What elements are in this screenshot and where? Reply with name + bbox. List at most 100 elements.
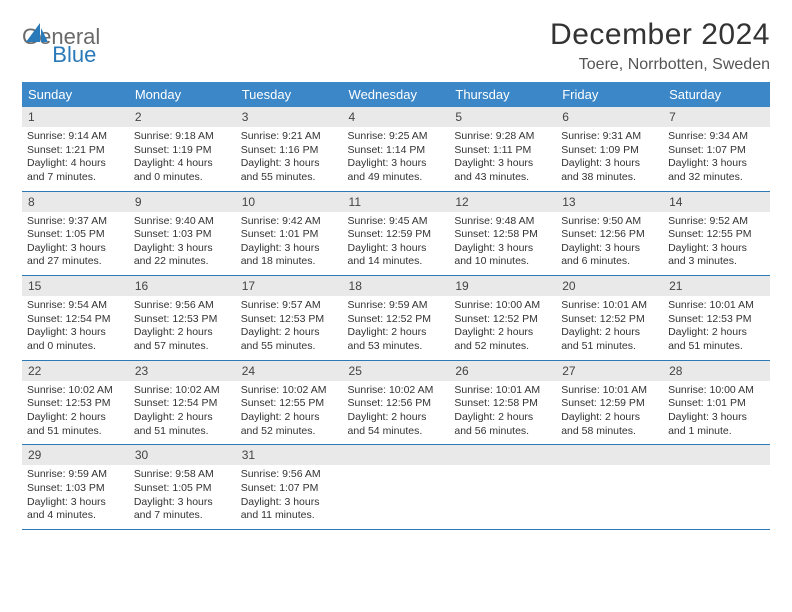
day-info: Sunrise: 9:48 AMSunset: 12:58 PMDaylight… (449, 212, 556, 276)
daylight-text: Daylight: 4 hours and 7 minutes. (27, 157, 124, 184)
day-number: 22 (22, 361, 129, 381)
day-number: 5 (449, 107, 556, 127)
day-info: Sunrise: 10:02 AMSunset: 12:54 PMDayligh… (129, 381, 236, 445)
sunset-text: Sunset: 1:03 PM (134, 228, 231, 242)
sunrise-text: Sunrise: 9:56 AM (134, 299, 231, 313)
calendar-day-cell: 22Sunrise: 10:02 AMSunset: 12:53 PMDayli… (22, 360, 129, 445)
sunset-text: Sunset: 1:19 PM (134, 144, 231, 158)
day-number: 29 (22, 445, 129, 465)
sunset-text: Sunset: 12:54 PM (134, 397, 231, 411)
empty-day-header (343, 445, 450, 465)
weekday-header: Tuesday (236, 82, 343, 107)
daylight-text: Daylight: 3 hours and 14 minutes. (348, 242, 445, 269)
daylight-text: Daylight: 2 hours and 52 minutes. (454, 326, 551, 353)
calendar-week-row: 29Sunrise: 9:59 AMSunset: 1:03 PMDayligh… (22, 445, 770, 530)
calendar-day-cell: 18Sunrise: 9:59 AMSunset: 12:52 PMDaylig… (343, 276, 450, 361)
daylight-text: Daylight: 3 hours and 6 minutes. (561, 242, 658, 269)
day-number: 31 (236, 445, 343, 465)
calendar-day-cell: 16Sunrise: 9:56 AMSunset: 12:53 PMDaylig… (129, 276, 236, 361)
day-info: Sunrise: 9:54 AMSunset: 12:54 PMDaylight… (22, 296, 129, 360)
day-info: Sunrise: 9:56 AMSunset: 12:53 PMDaylight… (129, 296, 236, 360)
sunset-text: Sunset: 1:03 PM (27, 482, 124, 496)
day-number: 23 (129, 361, 236, 381)
weekday-header: Monday (129, 82, 236, 107)
day-number: 27 (556, 361, 663, 381)
sunset-text: Sunset: 12:58 PM (454, 228, 551, 242)
day-info: Sunrise: 10:02 AMSunset: 12:55 PMDayligh… (236, 381, 343, 445)
day-info: Sunrise: 9:56 AMSunset: 1:07 PMDaylight:… (236, 465, 343, 529)
daylight-text: Daylight: 2 hours and 58 minutes. (561, 411, 658, 438)
calendar-table: Sunday Monday Tuesday Wednesday Thursday… (22, 82, 770, 530)
sunset-text: Sunset: 1:05 PM (134, 482, 231, 496)
sunrise-text: Sunrise: 10:01 AM (561, 299, 658, 313)
sunset-text: Sunset: 12:55 PM (668, 228, 765, 242)
sunrise-text: Sunrise: 9:50 AM (561, 215, 658, 229)
day-info: Sunrise: 9:40 AMSunset: 1:03 PMDaylight:… (129, 212, 236, 276)
calendar-day-cell: 3Sunrise: 9:21 AMSunset: 1:16 PMDaylight… (236, 107, 343, 191)
sunrise-text: Sunrise: 9:34 AM (668, 130, 765, 144)
day-info: Sunrise: 9:31 AMSunset: 1:09 PMDaylight:… (556, 127, 663, 191)
day-info: Sunrise: 9:37 AMSunset: 1:05 PMDaylight:… (22, 212, 129, 276)
sunrise-text: Sunrise: 9:18 AM (134, 130, 231, 144)
day-number: 16 (129, 276, 236, 296)
daylight-text: Daylight: 3 hours and 55 minutes. (241, 157, 338, 184)
calendar-day-cell: 17Sunrise: 9:57 AMSunset: 12:53 PMDaylig… (236, 276, 343, 361)
weekday-header: Wednesday (343, 82, 450, 107)
sunset-text: Sunset: 1:21 PM (27, 144, 124, 158)
day-number: 21 (663, 276, 770, 296)
sunset-text: Sunset: 12:56 PM (561, 228, 658, 242)
day-number: 20 (556, 276, 663, 296)
sunrise-text: Sunrise: 10:02 AM (348, 384, 445, 398)
sunrise-text: Sunrise: 9:54 AM (27, 299, 124, 313)
daylight-text: Daylight: 3 hours and 38 minutes. (561, 157, 658, 184)
calendar-day-cell: 2Sunrise: 9:18 AMSunset: 1:19 PMDaylight… (129, 107, 236, 191)
daylight-text: Daylight: 3 hours and 43 minutes. (454, 157, 551, 184)
daylight-text: Daylight: 3 hours and 0 minutes. (27, 326, 124, 353)
day-info: Sunrise: 9:28 AMSunset: 1:11 PMDaylight:… (449, 127, 556, 191)
day-number: 12 (449, 192, 556, 212)
sunrise-text: Sunrise: 10:01 AM (454, 384, 551, 398)
calendar-day-cell: 20Sunrise: 10:01 AMSunset: 12:52 PMDayli… (556, 276, 663, 361)
sunset-text: Sunset: 1:01 PM (668, 397, 765, 411)
daylight-text: Daylight: 3 hours and 10 minutes. (454, 242, 551, 269)
day-number: 24 (236, 361, 343, 381)
daylight-text: Daylight: 2 hours and 55 minutes. (241, 326, 338, 353)
day-info: Sunrise: 10:02 AMSunset: 12:53 PMDayligh… (22, 381, 129, 445)
day-info: Sunrise: 10:00 AMSunset: 1:01 PMDaylight… (663, 381, 770, 445)
day-number: 10 (236, 192, 343, 212)
day-number: 4 (343, 107, 450, 127)
sunrise-text: Sunrise: 10:00 AM (454, 299, 551, 313)
day-info: Sunrise: 9:21 AMSunset: 1:16 PMDaylight:… (236, 127, 343, 191)
day-info: Sunrise: 9:42 AMSunset: 1:01 PMDaylight:… (236, 212, 343, 276)
calendar-day-cell: 30Sunrise: 9:58 AMSunset: 1:05 PMDayligh… (129, 445, 236, 530)
calendar-day-cell: 6Sunrise: 9:31 AMSunset: 1:09 PMDaylight… (556, 107, 663, 191)
daylight-text: Daylight: 3 hours and 7 minutes. (134, 496, 231, 523)
sunset-text: Sunset: 12:52 PM (348, 313, 445, 327)
daylight-text: Daylight: 3 hours and 3 minutes. (668, 242, 765, 269)
calendar-day-cell (343, 445, 450, 530)
daylight-text: Daylight: 3 hours and 1 minute. (668, 411, 765, 438)
daylight-text: Daylight: 3 hours and 49 minutes. (348, 157, 445, 184)
daylight-text: Daylight: 3 hours and 27 minutes. (27, 242, 124, 269)
sunset-text: Sunset: 1:16 PM (241, 144, 338, 158)
calendar-week-row: 22Sunrise: 10:02 AMSunset: 12:53 PMDayli… (22, 360, 770, 445)
daylight-text: Daylight: 2 hours and 54 minutes. (348, 411, 445, 438)
daylight-text: Daylight: 3 hours and 32 minutes. (668, 157, 765, 184)
sunset-text: Sunset: 1:01 PM (241, 228, 338, 242)
title-block: December 2024 Toere, Norrbotten, Sweden (550, 18, 770, 74)
sunset-text: Sunset: 1:05 PM (27, 228, 124, 242)
weekday-header-row: Sunday Monday Tuesday Wednesday Thursday… (22, 82, 770, 107)
calendar-week-row: 15Sunrise: 9:54 AMSunset: 12:54 PMDaylig… (22, 276, 770, 361)
day-info: Sunrise: 9:59 AMSunset: 12:52 PMDaylight… (343, 296, 450, 360)
calendar-day-cell: 11Sunrise: 9:45 AMSunset: 12:59 PMDaylig… (343, 191, 450, 276)
sunrise-text: Sunrise: 9:45 AM (348, 215, 445, 229)
sunset-text: Sunset: 12:52 PM (454, 313, 551, 327)
weekday-header: Saturday (663, 82, 770, 107)
day-number: 8 (22, 192, 129, 212)
calendar-day-cell: 8Sunrise: 9:37 AMSunset: 1:05 PMDaylight… (22, 191, 129, 276)
daylight-text: Daylight: 2 hours and 56 minutes. (454, 411, 551, 438)
calendar-day-cell: 27Sunrise: 10:01 AMSunset: 12:59 PMDayli… (556, 360, 663, 445)
sunrise-text: Sunrise: 9:14 AM (27, 130, 124, 144)
daylight-text: Daylight: 3 hours and 11 minutes. (241, 496, 338, 523)
sunset-text: Sunset: 12:52 PM (561, 313, 658, 327)
